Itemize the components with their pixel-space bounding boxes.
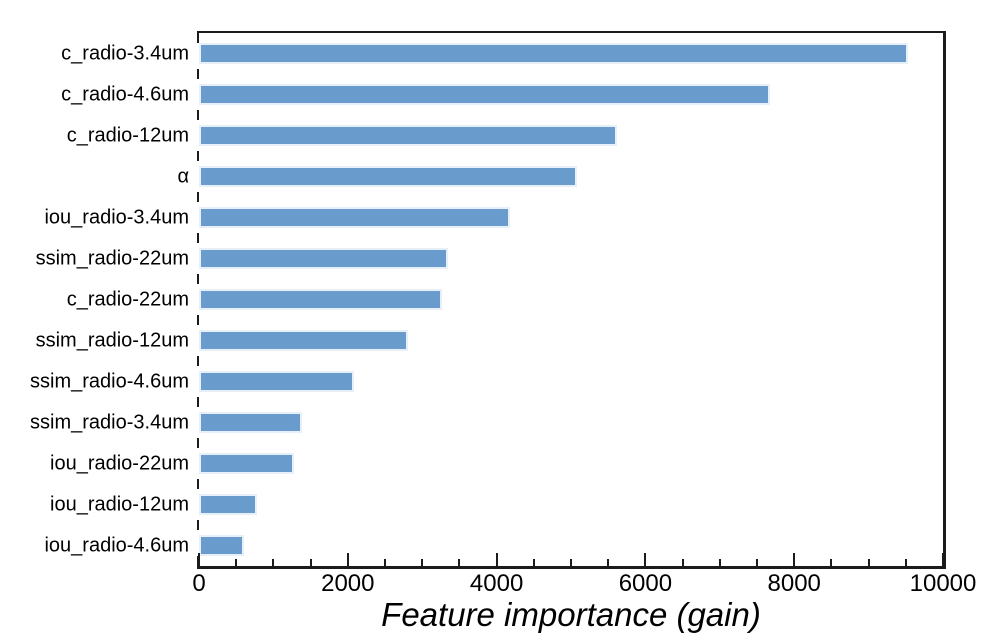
category-label: iou_radio-12um <box>50 493 189 515</box>
x-tick-label: 4000 <box>469 570 524 597</box>
left-spine-segment <box>196 556 199 566</box>
left-spine-segment <box>196 192 199 202</box>
x-axis-major-tick <box>793 553 796 566</box>
x-axis-minor-tick <box>681 559 684 566</box>
x-tick-label: 8000 <box>767 570 821 597</box>
x-axis-minor-tick <box>532 559 535 566</box>
category-label: iou_radio-22um <box>50 452 189 474</box>
left-spine-segment <box>196 151 199 161</box>
x-axis-minor-tick <box>830 559 833 566</box>
bar-iou_radio-3.4um <box>199 207 510 228</box>
bar-ssim_radio-3.4um <box>199 412 303 433</box>
x-axis-minor-tick <box>421 559 424 566</box>
category-label: iou_radio-4.6um <box>44 534 189 556</box>
x-axis-major-tick <box>198 553 200 566</box>
left-spine-segment <box>196 520 199 530</box>
category-label: c_radio-22um <box>66 288 189 310</box>
top-spine <box>196 30 946 33</box>
bar-iou_radio-12um <box>199 494 257 515</box>
x-axis-minor-tick <box>272 559 275 566</box>
bar-c_radio-3.4um <box>199 43 908 64</box>
left-spine-segment <box>196 479 199 489</box>
category-label: iou_radio-3.4um <box>44 206 189 228</box>
x-axis-minor-tick <box>384 559 386 566</box>
x-axis-minor-tick <box>607 559 610 566</box>
left-spine-segment <box>196 33 199 43</box>
x-axis-line <box>196 566 946 569</box>
x-axis-minor-tick <box>458 559 461 566</box>
category-label: ssim_radio-22um <box>35 247 189 269</box>
x-axis-minor-tick <box>867 559 870 566</box>
x-axis-minor-tick <box>718 559 721 566</box>
y-axis-labels: c_radio-3.4um c_radio-4.6um c_radio-12um α i… <box>0 33 189 566</box>
x-tick-label: 6000 <box>618 570 673 597</box>
category-label: c_radio-4.6um <box>61 83 189 105</box>
bar-c_radio-22um <box>199 289 442 310</box>
left-spine-segment <box>196 315 199 325</box>
x-axis-minor-tick <box>570 559 572 566</box>
right-spine <box>943 30 946 569</box>
category-label: c_radio-3.4um <box>61 42 189 64</box>
bar-c_radio-12um <box>199 125 618 146</box>
left-spine-segment <box>196 233 199 243</box>
category-label: ssim_radio-12um <box>35 329 189 351</box>
x-tick-label: 2000 <box>321 570 375 597</box>
x-axis-minor-tick <box>235 559 238 566</box>
x-axis-major-tick <box>644 553 647 566</box>
bar-ssim_radio-4.6um <box>199 371 354 392</box>
left-spine-segment <box>196 356 199 366</box>
x-axis-minor-tick <box>904 559 907 566</box>
category-label: c_radio-12um <box>66 124 189 146</box>
category-label: ssim_radio-3.4um <box>30 411 189 433</box>
left-spine-segment <box>196 69 199 79</box>
x-axis-minor-tick <box>756 559 758 566</box>
x-axis-major-tick <box>942 553 944 566</box>
left-spine-segment <box>196 397 199 407</box>
bar-iou_radio-4.6um <box>199 535 244 556</box>
category-label: α <box>177 165 189 187</box>
bar-ssim_radio-12um <box>199 330 409 351</box>
x-axis-label: Feature importance (gain) <box>381 596 761 633</box>
left-spine-segment <box>196 110 199 120</box>
x-axis-major-tick <box>346 553 349 566</box>
left-spine-segment <box>196 438 199 448</box>
x-axis-major-tick <box>495 553 498 566</box>
bar-c_radio-4.6um <box>199 84 770 105</box>
x-axis-minor-tick <box>309 559 312 566</box>
category-label: ssim_radio-4.6um <box>30 370 189 392</box>
x-tick-label: 10000 <box>909 570 977 597</box>
bar-ssim_radio-22um <box>199 248 448 269</box>
bar-α <box>199 166 577 187</box>
x-tick-label: 0 <box>192 570 206 597</box>
plot-area: 0 2000 4000 6000 8000 10000 <box>192 30 976 597</box>
bar-iou_radio-22um <box>199 453 295 474</box>
left-spine-segment <box>196 274 199 284</box>
